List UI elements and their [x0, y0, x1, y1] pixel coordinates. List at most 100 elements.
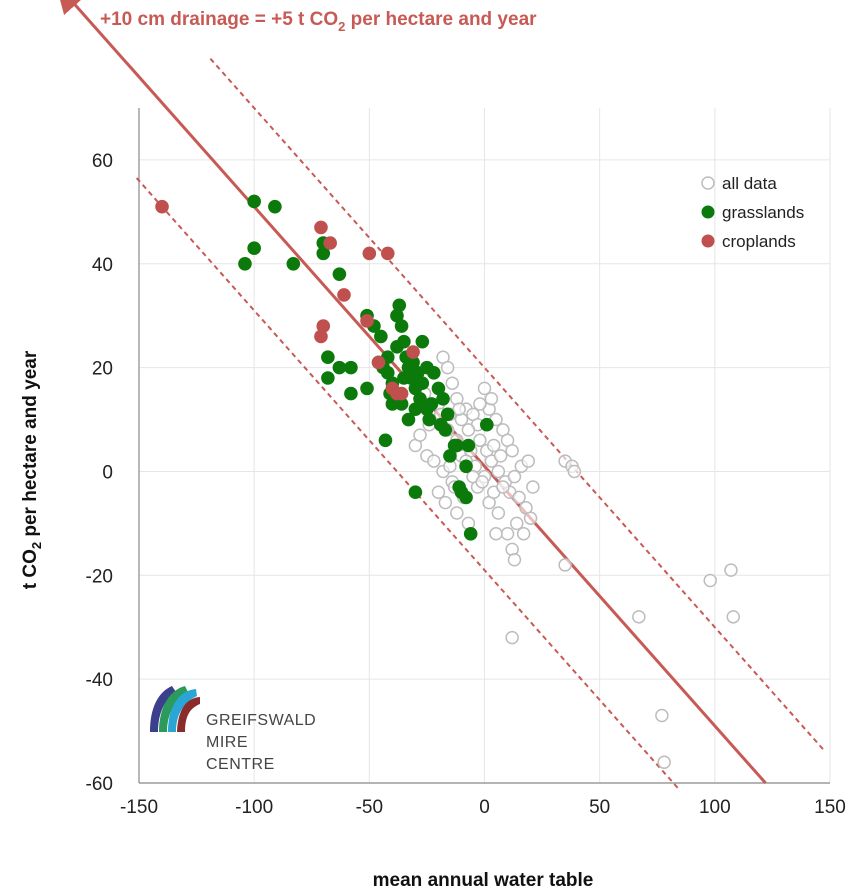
point-grasslands: [431, 381, 446, 396]
point-all-data: [632, 610, 646, 624]
point-grasslands: [433, 417, 448, 432]
point-grasslands: [422, 412, 437, 427]
point-all-data: [484, 392, 499, 406]
point-all-data: [473, 397, 487, 411]
axes: [138, 108, 830, 784]
point-all-data: [445, 376, 460, 390]
point-grasslands: [443, 449, 457, 463]
point-all-data: [657, 755, 671, 769]
x-tick-label: -150: [120, 797, 158, 818]
point-all-data: [507, 469, 522, 484]
point-grasslands: [247, 194, 261, 209]
point-grasslands: [394, 319, 409, 333]
x-tick-label: 50: [589, 797, 610, 818]
y-axis-title: t CO2 per hectare and year: [20, 350, 44, 589]
point-croplands: [314, 220, 328, 235]
point-all-data: [440, 360, 455, 375]
point-grasslands: [378, 433, 393, 448]
point-all-data: [427, 454, 441, 468]
y-tick-label: 0: [102, 462, 113, 483]
point-all-data: [507, 552, 522, 567]
point-grasslands: [374, 329, 388, 344]
point-all-data: [567, 464, 582, 479]
point-all-data: [512, 490, 526, 505]
y-tick-label: -60: [86, 774, 113, 795]
point-all-data: [526, 480, 540, 494]
point-grasslands: [424, 397, 439, 411]
point-all-data: [452, 402, 466, 416]
point-croplands: [155, 199, 169, 214]
point-croplands: [362, 246, 377, 261]
point-all-data: [413, 428, 427, 442]
point-all-data: [486, 438, 501, 453]
point-all-data: [558, 558, 572, 572]
point-grasslands: [321, 350, 335, 365]
point-grasslands: [440, 407, 455, 422]
point-grasslands: [461, 438, 476, 453]
point-all-data: [521, 454, 536, 468]
point-grasslands: [459, 459, 473, 474]
x-tick-label: 150: [814, 797, 846, 818]
point-all-data: [703, 573, 717, 588]
point-all-data: [473, 433, 487, 448]
point-all-data: [461, 423, 476, 437]
point-croplands: [360, 314, 374, 328]
point-croplands: [371, 355, 386, 370]
point-grasslands: [344, 386, 358, 401]
point-all-data: [431, 485, 446, 499]
point-all-data: [477, 381, 492, 396]
x-axis-title: mean annual water table: [373, 870, 594, 891]
point-grasslands: [360, 381, 374, 396]
point-croplands: [337, 288, 351, 302]
point-grasslands: [332, 267, 347, 281]
point-all-data: [491, 506, 506, 520]
legend-label-grasslands: grasslands: [722, 203, 804, 222]
point-grasslands: [332, 360, 347, 375]
point-all-data: [496, 480, 510, 494]
point-all-data: [491, 464, 506, 479]
band-line-upper: [209, 58, 824, 750]
data-points: [155, 194, 741, 769]
point-all-data: [450, 506, 464, 520]
y-tick-label: -20: [86, 566, 113, 587]
point-all-data: [505, 630, 519, 645]
point-grasslands: [413, 391, 427, 406]
point-all-data: [489, 527, 503, 541]
legend: all data grasslands croplands: [701, 174, 804, 251]
x-tick-label: 100: [699, 797, 731, 818]
point-grasslands: [390, 340, 404, 354]
point-grasslands: [406, 355, 420, 370]
point-grasslands: [459, 490, 473, 505]
logo-mark-icon: [150, 686, 200, 732]
point-all-data: [475, 475, 489, 489]
logo-text-line3: CENTRE: [206, 756, 275, 773]
y-tick-label: 20: [92, 359, 113, 380]
point-grasslands: [450, 438, 464, 453]
point-all-data: [726, 610, 741, 624]
point-all-data: [523, 511, 538, 525]
point-all-data: [500, 527, 515, 541]
point-grasslands: [463, 526, 478, 541]
x-tick-label: 0: [479, 797, 490, 818]
point-croplands: [316, 319, 331, 333]
y-tick-label: 40: [92, 255, 113, 276]
tick-labels: -150 -100 -50 0 50 100 150 -60 -40 -20 0 20 40 60: [86, 151, 846, 818]
logo-text-line1: GREIFSWALD: [206, 712, 316, 729]
point-grasslands: [397, 371, 411, 385]
point-croplands: [380, 246, 395, 261]
legend-label-croplands: croplands: [722, 232, 796, 251]
point-grasslands: [401, 412, 416, 427]
band-line-lower: [135, 177, 682, 792]
point-grasslands: [344, 360, 358, 375]
point-croplands: [323, 236, 337, 250]
point-all-data: [505, 443, 519, 458]
point-croplands: [406, 345, 420, 359]
drainage-annotation: +10 cm drainage = +5 t CO2 per hectare a…: [100, 9, 537, 34]
point-grasslands: [394, 397, 409, 411]
legend-marker-all-data: [701, 176, 715, 190]
point-all-data: [493, 449, 508, 463]
point-all-data: [516, 527, 531, 541]
point-grasslands: [408, 485, 423, 500]
point-croplands: [314, 329, 328, 344]
